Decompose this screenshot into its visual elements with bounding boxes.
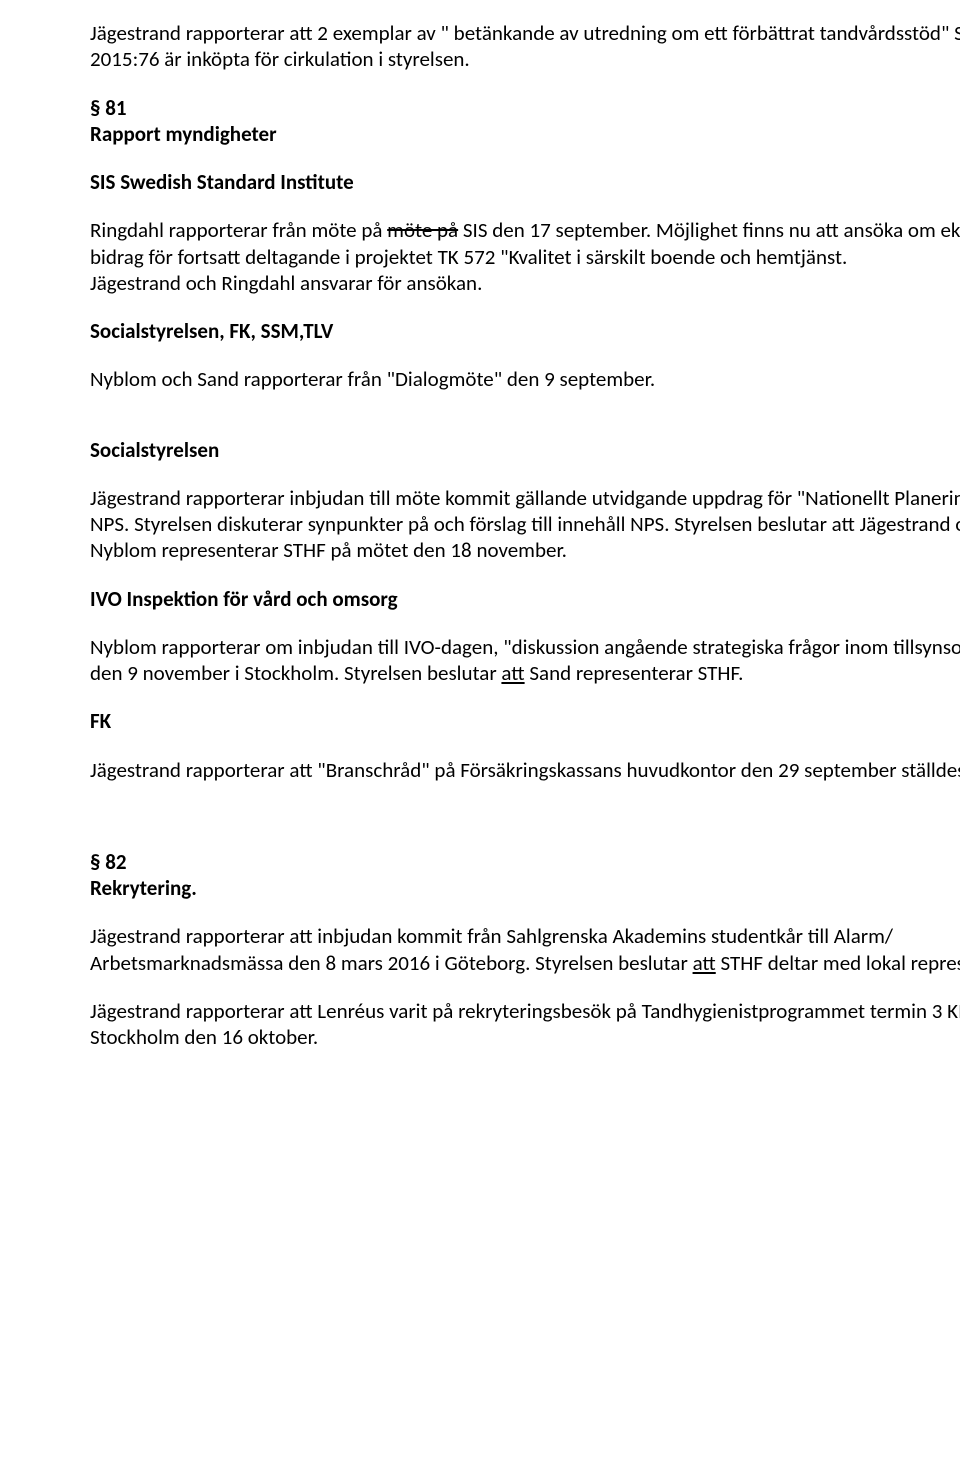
ssm-body: Nyblom och Sand rapporterar från "Dialog… (90, 366, 960, 392)
spacer (90, 805, 960, 849)
rek-body-1b: STHF deltar med lokal representant. (716, 950, 960, 976)
fk-heading: FK (90, 708, 960, 734)
ivo-heading: IVO Inspektion för vård och omsorg (90, 586, 960, 612)
ivo-body: Nyblom rapporterar om inbjudan till IVO-… (90, 634, 960, 687)
sis-body-strike: möte på (387, 217, 458, 243)
section-82-number: § 82 (90, 849, 960, 875)
rek-body-1-underline: att (693, 950, 716, 976)
soc-body: Jägestrand rapporterar inbjudan till möt… (90, 485, 960, 564)
fk-body: Jägestrand rapporterar att "Branschråd" … (90, 757, 960, 783)
rekrytering-body-2: Jägestrand rapporterar att Lenréus varit… (90, 998, 960, 1051)
soc-heading: Socialstyrelsen (90, 437, 960, 463)
section-81-number: § 81 (90, 95, 960, 121)
rekrytering-body-1: Jägestrand rapporterar att inbjudan komm… (90, 923, 960, 976)
spacer (90, 415, 960, 437)
ssm-heading: Socialstyrelsen, FK, SSM,TLV (90, 318, 960, 344)
ivo-body-underline: att (501, 660, 524, 686)
sis-body-part3: Jägestrand och Ringdahl ansvarar för ans… (90, 270, 482, 296)
section-82-title: Rekrytering. (90, 875, 960, 901)
sis-body-part1: Ringdahl rapporterar från möte på (90, 217, 387, 243)
ivo-body-part2: Sand representerar STHF. (525, 660, 744, 686)
sis-heading: SIS Swedish Standard Institute (90, 169, 960, 195)
intro-paragraph: Jägestrand rapporterar att 2 exemplar av… (90, 20, 960, 73)
sis-body: Ringdahl rapporterar från möte på möte p… (90, 217, 960, 296)
section-81-title: Rapport myndigheter (90, 121, 960, 147)
